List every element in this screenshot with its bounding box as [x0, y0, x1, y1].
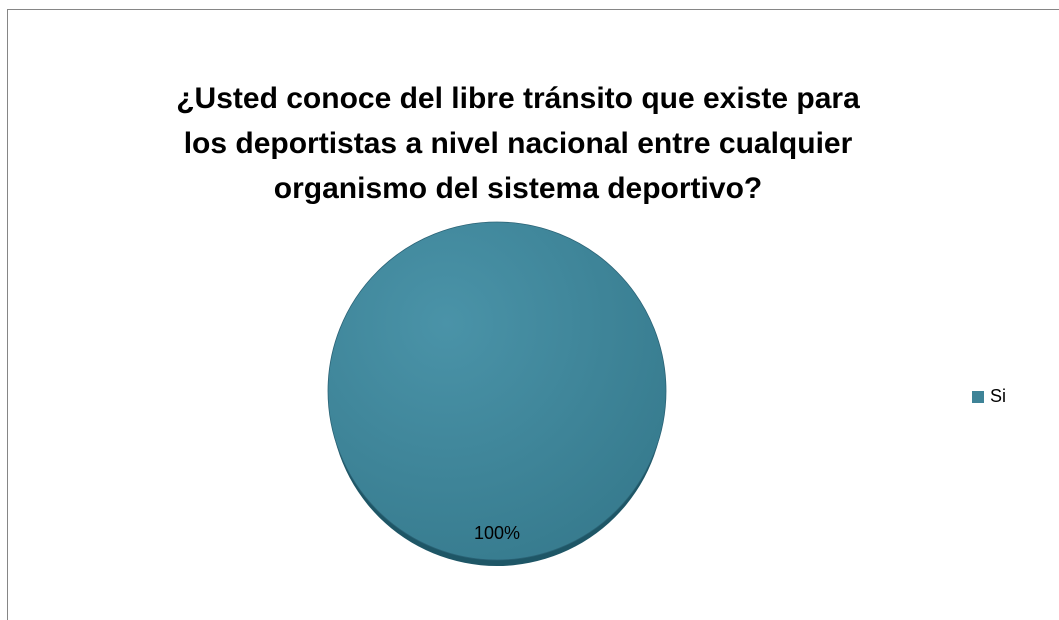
pie-slice-si [327, 221, 667, 561]
chart-title: ¿Usted conoce del libre tránsito que exi… [176, 82, 860, 205]
legend-label-si: Si [990, 386, 1007, 406]
data-label-si: 100% [474, 523, 520, 543]
legend-swatch-si [972, 390, 984, 403]
legend: Si [972, 386, 1006, 407]
